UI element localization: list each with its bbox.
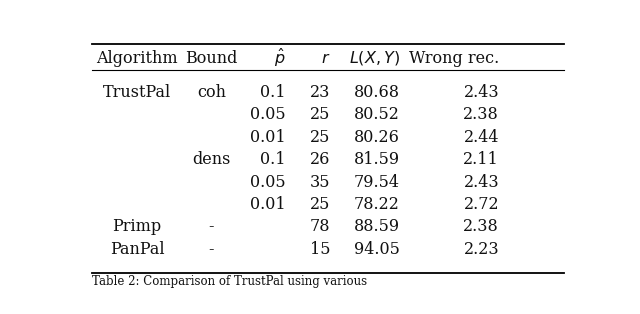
Text: $r$: $r$ (321, 50, 330, 67)
Text: PanPal: PanPal (109, 241, 164, 258)
Text: Primp: Primp (113, 219, 162, 236)
Text: 0.05: 0.05 (250, 174, 286, 191)
Text: 25: 25 (310, 128, 330, 146)
Text: $L(X,Y)$: $L(X,Y)$ (349, 49, 400, 67)
Text: 2.23: 2.23 (463, 241, 499, 258)
Text: 15: 15 (310, 241, 330, 258)
Text: 2.38: 2.38 (463, 106, 499, 123)
Text: $\hat{p}$: $\hat{p}$ (275, 47, 286, 69)
Text: -: - (209, 241, 214, 258)
Text: Bound: Bound (185, 50, 237, 67)
Text: 2.11: 2.11 (463, 151, 499, 168)
Text: 80.52: 80.52 (354, 106, 400, 123)
Text: Algorithm: Algorithm (96, 50, 178, 67)
Text: 2.38: 2.38 (463, 219, 499, 236)
Text: 26: 26 (310, 151, 330, 168)
Text: 35: 35 (310, 174, 330, 191)
Text: 25: 25 (310, 196, 330, 213)
Text: -: - (209, 219, 214, 236)
Text: Wrong rec.: Wrong rec. (409, 50, 499, 67)
Text: 2.44: 2.44 (463, 128, 499, 146)
Text: 25: 25 (310, 106, 330, 123)
Text: 2.72: 2.72 (463, 196, 499, 213)
Text: 0.01: 0.01 (250, 196, 286, 213)
Text: coh: coh (197, 84, 226, 100)
Text: 88.59: 88.59 (354, 219, 400, 236)
Text: 81.59: 81.59 (354, 151, 400, 168)
Text: 80.68: 80.68 (354, 84, 400, 100)
Text: 0.01: 0.01 (250, 128, 286, 146)
Text: 0.1: 0.1 (260, 151, 286, 168)
Text: Table 2: Comparison of TrustPal using various: Table 2: Comparison of TrustPal using va… (92, 275, 367, 288)
Text: 2.43: 2.43 (463, 174, 499, 191)
Text: 0.1: 0.1 (260, 84, 286, 100)
Text: 0.05: 0.05 (250, 106, 286, 123)
Text: 94.05: 94.05 (354, 241, 400, 258)
Text: TrustPal: TrustPal (103, 84, 171, 100)
Text: 78.22: 78.22 (354, 196, 400, 213)
Text: 23: 23 (310, 84, 330, 100)
Text: 2.43: 2.43 (463, 84, 499, 100)
Text: 80.26: 80.26 (354, 128, 400, 146)
Text: dens: dens (192, 151, 230, 168)
Text: 79.54: 79.54 (354, 174, 400, 191)
Text: 78: 78 (310, 219, 330, 236)
